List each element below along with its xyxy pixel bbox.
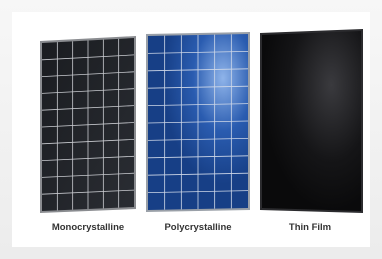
thin-film-panel <box>260 29 363 213</box>
panel-surface <box>262 31 361 211</box>
panel-label: Polycrystalline <box>164 222 231 233</box>
polycrystalline-panel <box>146 32 250 212</box>
monocrystalline-panel <box>40 36 136 213</box>
solar-panels-image: Monocrystalline Polycrystalline Thin Fil… <box>0 0 382 259</box>
panel-label: Monocrystalline <box>52 222 124 233</box>
panel-label: Thin Film <box>289 222 331 233</box>
